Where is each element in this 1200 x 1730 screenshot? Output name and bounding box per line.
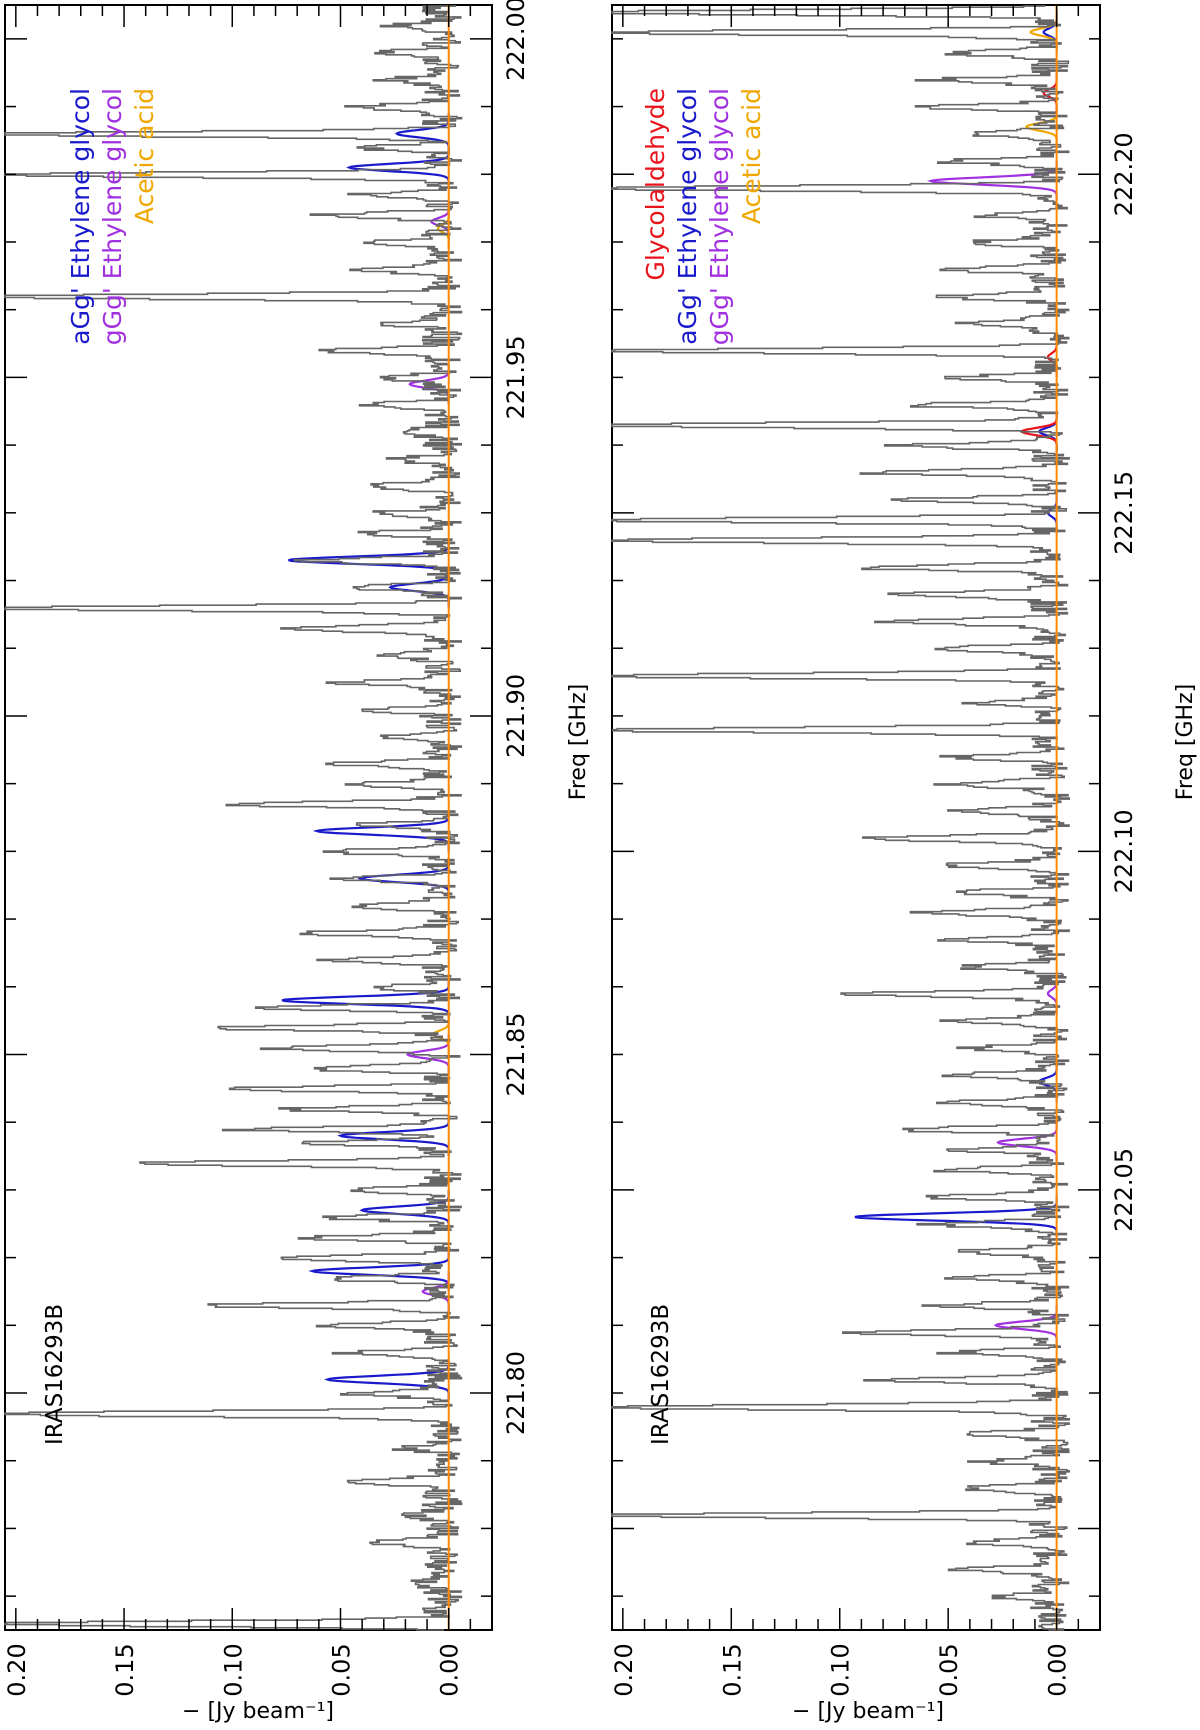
intensity-tick-label: 0.00 [436, 1643, 464, 1696]
freq-tick-label: 222.05 [1110, 1148, 1138, 1232]
model-spectra-top [281, 113, 450, 1400]
model-line-aGg-ethylene-glycol [281, 980, 450, 1021]
plot-frame-bottom [611, 4, 1101, 1631]
intensity-tick-label: 0.05 [328, 1643, 356, 1696]
intensity-tick-label: 0.10 [219, 1643, 247, 1696]
y-axis-label-top: − [Jy beam⁻¹] [182, 1699, 334, 1724]
intensity-tick-label: 0.20 [610, 1643, 638, 1696]
intensity-tick-label: 0.15 [111, 1643, 139, 1696]
legend-entry-gGg-ethylene-glycol: gGg' Ethylene glycol [98, 88, 127, 345]
legend-entry-gGg-ethylene-glycol: gGg' Ethylene glycol [705, 88, 734, 345]
spectrum-panel-top: 221.80 221.85 221.90 221.95 222.00 0.20 0.15 0.… [3, 0, 591, 1697]
freq-tick-label: 221.85 [502, 1013, 530, 1097]
legend-entry-glycolaldehyde: Glycolaldehyde [641, 88, 670, 281]
intensity-tick-label: 0.15 [718, 1643, 746, 1696]
y-axis-label-bottom: − [Jy beam⁻¹] [792, 1699, 944, 1724]
ticks-bottom [612, 5, 1100, 1630]
ticks-top [5, 5, 492, 1630]
source-label-bottom: IRAS16293B [648, 1304, 674, 1445]
observed-spectrum-bottom [611, 5, 1070, 1631]
tick-labels-bottom: 222.05 222.10 222.15 222.20 0.20 0.15 0.10 0.05… [610, 132, 1138, 1696]
freq-tick-label: 222.15 [1110, 471, 1138, 555]
x-axis-label-bottom: Freq [GHz] [1173, 684, 1198, 800]
freq-tick-label: 222.10 [1110, 809, 1138, 893]
legend-entry-acetic-acid: Acetic acid [130, 88, 159, 224]
legend-entry-aGg-ethylene-glycol: aGg' Ethylene glycol [673, 88, 702, 345]
freq-tick-label: 222.00 [502, 0, 530, 81]
intensity-tick-label: 0.05 [935, 1643, 963, 1696]
tick-labels-top: 221.80 221.85 221.90 221.95 222.00 0.20 0.15 0.… [3, 0, 530, 1697]
freq-tick-label: 221.95 [502, 335, 530, 419]
freq-tick-label: 221.80 [502, 1351, 530, 1435]
observed-spectrum-top [4, 5, 463, 1631]
freq-tick-label: 221.90 [502, 674, 530, 758]
legend-entry-aGg-ethylene-glycol: aGg' Ethylene glycol [66, 88, 95, 345]
spectrum-panel-bottom: 222.05 222.10 222.15 222.20 0.20 0.15 0.10 0.05… [610, 4, 1198, 1697]
intensity-tick-label: 0.20 [3, 1643, 31, 1696]
legend-entry-acetic-acid: Acetic acid [737, 88, 766, 224]
observed-spectrum-line [4, 5, 463, 1631]
plot-frame-top [4, 4, 493, 1631]
intensity-tick-label: 0.10 [827, 1643, 855, 1696]
observed-spectrum-line [611, 5, 1070, 1631]
legend-bottom: Glycolaldehyde aGg' Ethylene glycol gGg' E… [641, 88, 766, 345]
freq-tick-label: 222.20 [1110, 132, 1138, 216]
x-axis-label-top: Freq [GHz] [566, 684, 591, 800]
intensity-tick-label: 0.00 [1044, 1643, 1072, 1696]
legend-top: aGg' Ethylene glycol gGg' Ethylene glycol… [66, 88, 159, 345]
source-label-top: IRAS16293B [42, 1304, 68, 1445]
